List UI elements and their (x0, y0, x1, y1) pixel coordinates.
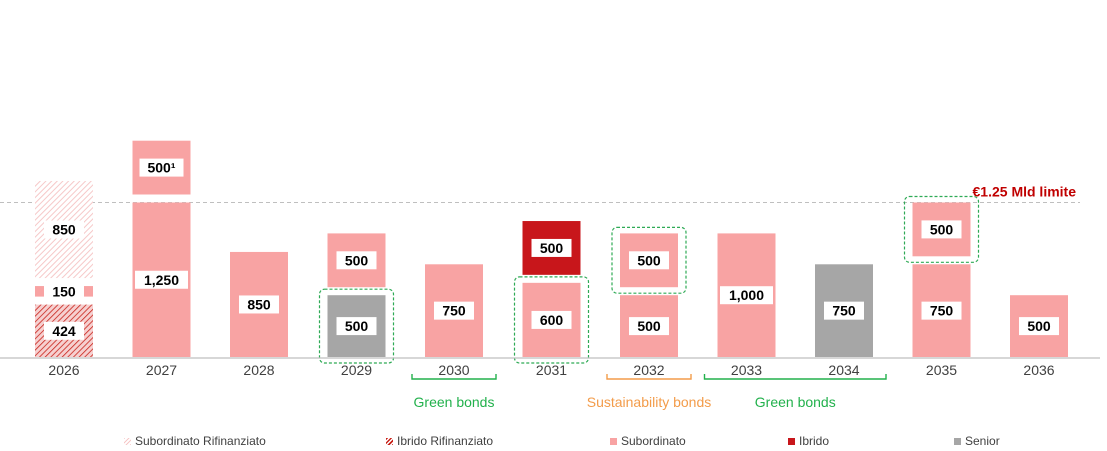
legend-label: Senior (965, 434, 1000, 448)
legend: Subordinato Rifinanziato Ibrido Rifinanz… (0, 434, 1107, 450)
data-label: 150 (52, 283, 76, 299)
legend-label: Subordinato (621, 434, 686, 448)
data-label: 500¹ (147, 160, 175, 176)
legend-swatch-icon (610, 437, 617, 445)
data-label-bg (434, 301, 474, 320)
reference-line-label: €1.25 Mld limite (973, 184, 1077, 200)
legend-item-subordinato: Subordinato (610, 434, 686, 448)
legend-item-ibrido-rifinanziato: Ibrido Rifinanziato (386, 434, 493, 448)
data-label-bg (44, 220, 84, 239)
data-label-bg (139, 158, 184, 177)
legend-item-senior: Senior (954, 434, 1000, 448)
x-tick-label: 2026 (48, 362, 79, 378)
annotation-bracket (703, 374, 887, 380)
highlight-box (318, 288, 395, 364)
x-tick-label: 2031 (536, 362, 567, 378)
data-label: 500 (637, 318, 661, 334)
data-label: 500 (930, 221, 954, 237)
x-tick-label: 2032 (633, 362, 664, 378)
data-label-bg (824, 301, 864, 320)
legend-item-subordinato-rifinanziato: Subordinato Rifinanziato (124, 434, 266, 448)
legend-label: Subordinato Rifinanziato (135, 434, 266, 448)
x-tick-label: 2036 (1023, 362, 1054, 378)
data-label: 500 (637, 252, 661, 268)
data-label: 424 (52, 323, 76, 339)
annotation-label: Sustainability bonds (587, 394, 712, 410)
highlight-box (611, 226, 687, 294)
data-label: 500 (345, 252, 369, 268)
data-label: 1,000 (729, 287, 764, 303)
data-label-bg (531, 310, 572, 329)
data-label-bg (1019, 317, 1059, 336)
x-tick-label: 2030 (438, 362, 469, 378)
data-label-bg (135, 270, 188, 289)
data-label: 500 (540, 240, 564, 256)
legend-swatch-icon (788, 437, 795, 445)
legend-swatch-icon (954, 437, 961, 445)
data-label-bg (921, 220, 962, 239)
highlight-box (903, 195, 980, 263)
legend-swatch-icon (124, 437, 131, 445)
data-label-bg (336, 317, 377, 336)
data-label: 750 (930, 303, 954, 319)
data-label-bg (531, 238, 572, 257)
data-label: 750 (832, 303, 856, 319)
data-label: 500 (345, 318, 369, 334)
legend-item-ibrido: Ibrido (788, 434, 829, 448)
x-tick-label: 2034 (828, 362, 859, 378)
data-label-bg (629, 317, 669, 336)
x-tick-label: 2028 (243, 362, 274, 378)
x-tick-label: 2033 (731, 362, 762, 378)
data-label: 600 (540, 312, 564, 328)
data-label-bg (239, 295, 279, 314)
data-label-bg (336, 251, 377, 270)
annotation-bracket (411, 374, 497, 380)
legend-swatch-icon (386, 437, 393, 445)
x-tick-label: 2027 (146, 362, 177, 378)
legend-label: Ibrido Rifinanziato (397, 434, 494, 448)
data-label: 500 (1027, 318, 1051, 334)
highlight-box (513, 276, 590, 364)
legend-label: Ibrido (799, 434, 830, 448)
data-label-bg (921, 301, 962, 320)
data-label: 850 (247, 296, 271, 312)
x-tick-label: 2035 (926, 362, 957, 378)
annotation-label: Green bonds (414, 394, 495, 410)
data-label: 750 (442, 303, 466, 319)
data-label-bg (629, 251, 669, 270)
data-label: 850 (52, 222, 76, 238)
x-tick-label: 2029 (341, 362, 372, 378)
data-label-bg (44, 282, 84, 301)
data-label-bg (44, 321, 84, 340)
data-label-bg (720, 286, 773, 305)
data-label: 1,250 (144, 272, 179, 288)
annotation-bracket (606, 374, 692, 380)
annotation-label: Green bonds (755, 394, 836, 410)
